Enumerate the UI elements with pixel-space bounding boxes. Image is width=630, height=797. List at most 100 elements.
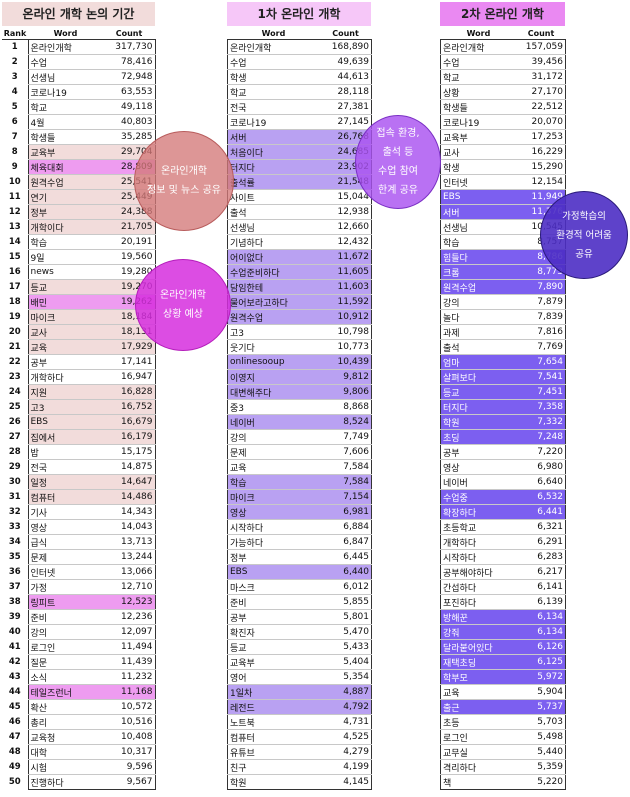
- count-cell: 6,134: [516, 609, 566, 625]
- table-row: 노트북 4,731: [227, 714, 372, 730]
- count-cell: 16,679: [103, 414, 156, 430]
- word-cell: 처음이다: [227, 144, 320, 160]
- count-cell: 15,175: [103, 444, 156, 460]
- rank-cell: 35: [8, 552, 21, 562]
- word-cell: 재택초딩: [440, 654, 517, 670]
- count-cell: 4,731: [319, 714, 372, 730]
- table-row: 개학하다 6,291: [440, 534, 566, 550]
- header-rank: Rank: [2, 28, 28, 40]
- rank-cell: 24: [8, 387, 21, 397]
- table-row: 21 교육 17,929: [2, 339, 156, 355]
- table-row: 20 교사 18,131: [2, 324, 156, 340]
- count-cell: 11,232: [103, 669, 156, 685]
- rank-cell: 26: [8, 417, 21, 427]
- table-row: 어이없다 11,672: [227, 249, 372, 265]
- word-cell: 연기: [27, 189, 103, 205]
- count-cell: 7,816: [516, 324, 566, 340]
- count-cell: 4,199: [319, 759, 372, 775]
- word-cell: 강줘: [440, 624, 517, 640]
- table-row: 44 테일즈런너 11,168: [2, 684, 156, 700]
- count-cell: 13,066: [103, 564, 156, 580]
- table-row: 책 5,220: [440, 774, 566, 790]
- word-cell: 초등: [440, 714, 517, 730]
- word-cell: 영상: [27, 519, 103, 535]
- count-cell: 13,713: [103, 534, 156, 550]
- rank-cell: 33: [8, 522, 21, 532]
- word-cell: 교육: [227, 459, 320, 475]
- word-cell: 과제: [440, 324, 517, 340]
- word-cell: 선생님: [27, 69, 103, 85]
- table-row: 교육 7,584: [227, 459, 372, 475]
- word-cell: 전국: [27, 459, 103, 475]
- table-row: 1 온라인개학 317,730: [2, 39, 156, 55]
- count-cell: 9,596: [103, 759, 156, 775]
- table-row: 3 선생님 72,948: [2, 69, 156, 85]
- table-row: 12 정부 24,388: [2, 204, 156, 220]
- table-row: 47 교육청 10,408: [2, 729, 156, 745]
- count-cell: 16,752: [103, 399, 156, 415]
- table-row: EBS 6,440: [227, 564, 372, 580]
- count-cell: 20,070: [516, 114, 566, 130]
- count-cell: 5,220: [516, 774, 566, 790]
- table-row: 16 news 19,280: [2, 264, 156, 280]
- table-row: 출석 7,769: [440, 339, 566, 355]
- table-row: 포진하다 6,139: [440, 594, 566, 610]
- word-cell: 원격수업: [440, 279, 517, 295]
- count-cell: 8,524: [319, 414, 372, 430]
- word-cell: 개학이다: [27, 219, 103, 235]
- table-row: 서버 26,768: [227, 129, 372, 145]
- word-cell: 책: [440, 774, 517, 790]
- table-row: 친구 4,199: [227, 759, 372, 775]
- table-row: 28 밥 15,175: [2, 444, 156, 460]
- table-row: 9체육대회28,809: [2, 159, 156, 175]
- word-cell: 4월: [27, 114, 103, 130]
- word-cell: 수업: [227, 54, 320, 70]
- table-row: 교육부 17,253: [440, 129, 566, 145]
- word-cell: 학습: [27, 234, 103, 250]
- word-cell: 코로나19: [440, 114, 517, 130]
- rank-cell: 1: [11, 42, 18, 53]
- word-cell: 9일: [27, 249, 103, 265]
- count-cell: 16,229: [516, 144, 566, 160]
- word-cell: 밥: [27, 444, 103, 460]
- count-cell: 10,912: [319, 309, 372, 325]
- table-row: 선생님 12,660: [227, 219, 372, 235]
- table-row: 11연기25,449: [2, 189, 156, 205]
- table-row: 5 학교 49,118: [2, 99, 156, 115]
- word-cell: 등교: [440, 384, 517, 400]
- word-cell: 네이버: [227, 414, 320, 430]
- rank-cell: 40: [8, 627, 21, 637]
- table-row: 교육 5,904: [440, 684, 566, 700]
- table-row: 26 EBS 16,679: [2, 414, 156, 430]
- table-row: 50 진행하다 9,567: [2, 774, 156, 790]
- panel-title-discussion: 온라인 개학 논의 기간: [2, 2, 155, 26]
- table-row: 학생 44,613: [227, 69, 372, 85]
- count-cell: 7,220: [516, 444, 566, 460]
- word-cell: EBS: [27, 414, 103, 430]
- count-cell: 6,532: [516, 489, 566, 505]
- word-cell: 로그인: [440, 729, 517, 745]
- count-cell: 7,584: [319, 459, 372, 475]
- word-cell: 학생: [227, 69, 320, 85]
- count-cell: 4,145: [319, 774, 372, 790]
- header-count: Count: [103, 28, 155, 40]
- count-cell: 11,168: [103, 684, 156, 700]
- count-cell: 39,456: [516, 54, 566, 70]
- word-cell: 일정: [27, 474, 103, 490]
- count-cell: 7,541: [516, 369, 566, 385]
- count-cell: 9,812: [319, 369, 372, 385]
- rank-cell: 6: [11, 117, 18, 127]
- count-cell: 10,516: [103, 714, 156, 730]
- table-row: 기념하다 12,432: [227, 234, 372, 250]
- rank-cell: 14: [8, 237, 21, 247]
- count-cell: 157,059: [516, 39, 566, 55]
- table-row: 19마이크18,184: [2, 309, 156, 325]
- count-cell: 5,972: [516, 669, 566, 685]
- table-row: 46 총리 10,516: [2, 714, 156, 730]
- table-row: 35 문제 13,244: [2, 549, 156, 565]
- rank-cell: 19: [8, 312, 21, 322]
- rank-cell: 18: [8, 297, 21, 307]
- word-cell: 질문: [27, 654, 103, 670]
- count-cell: 22,512: [516, 99, 566, 115]
- count-cell: 12,938: [319, 204, 372, 220]
